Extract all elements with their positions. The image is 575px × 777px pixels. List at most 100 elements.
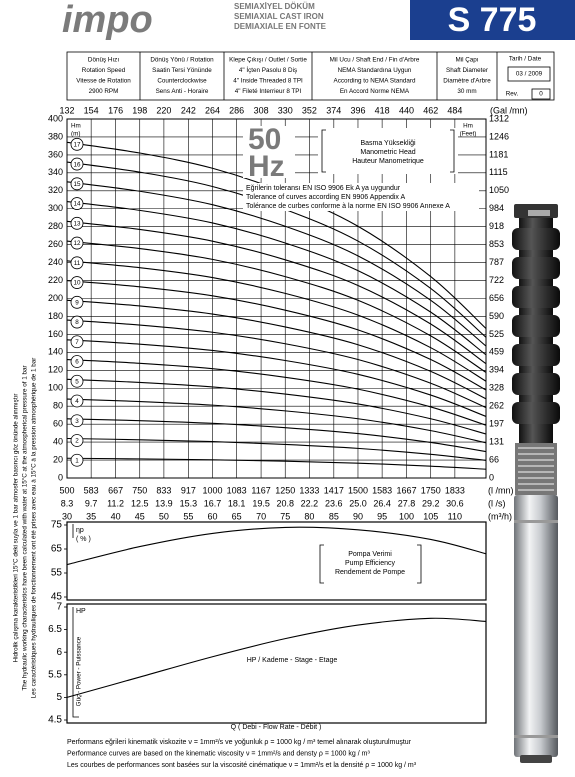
frequency: Hz bbox=[248, 150, 285, 183]
annotations bbox=[72, 126, 479, 718]
curve bbox=[66, 319, 487, 409]
y-tick-label: 320 bbox=[48, 185, 63, 195]
y2-tick-label: 722 bbox=[489, 275, 504, 285]
x-tick-label: 1083 bbox=[227, 485, 247, 495]
legend-label: 9 bbox=[75, 299, 79, 306]
x-tick-label: 396 bbox=[350, 105, 365, 115]
x-tick-label: 100 bbox=[399, 511, 414, 521]
subtitle: SEMIAXİYEL DÖKÜM bbox=[234, 2, 315, 11]
info-cell: Dönüş Hızı bbox=[88, 57, 119, 64]
x-tick-label: 374 bbox=[326, 105, 341, 115]
x-tick-label: 1750 bbox=[421, 485, 441, 495]
subtitle: SEMIAXIAL CAST IRON bbox=[234, 12, 324, 21]
info-cell: Klepe Çıkışı / Outlet / Sortie bbox=[229, 57, 307, 64]
info-cell: 4" Inside Threaded 8 TPI bbox=[233, 78, 303, 85]
bracket bbox=[319, 544, 422, 584]
model: S 775 bbox=[448, 1, 537, 39]
x-label: (l /mn) bbox=[488, 485, 514, 495]
info-cell: Counterclockwise bbox=[157, 78, 207, 85]
x-tick-label: 25.0 bbox=[349, 498, 367, 508]
stage-marker bbox=[70, 256, 84, 270]
y2-tick-label: 328 bbox=[489, 383, 504, 393]
legend-label: 7 bbox=[75, 339, 79, 346]
plot-frame bbox=[66, 603, 487, 724]
y2-tick-label: 131 bbox=[489, 436, 504, 446]
plot-frame bbox=[66, 118, 487, 479]
x-tick-label: 1167 bbox=[251, 485, 270, 495]
curve bbox=[66, 280, 487, 391]
y-label: ( % ) bbox=[76, 536, 91, 543]
head-note: Manometric Head bbox=[360, 149, 415, 156]
tolerance-note: Tolérance de curbes conforme à la norme … bbox=[246, 203, 450, 210]
y-tick-label: 4.5 bbox=[48, 715, 62, 726]
info-cell: Diamètre d'Arbre bbox=[443, 78, 491, 85]
x-tick-label: 198 bbox=[132, 105, 147, 115]
y2-tick-label: 918 bbox=[489, 221, 504, 231]
x-label: (l /s) bbox=[488, 498, 506, 508]
info-cell: Rotation Speed bbox=[82, 67, 126, 74]
y-tick-label: 60 bbox=[53, 419, 63, 429]
curve bbox=[66, 457, 487, 470]
x-tick-label: 55 bbox=[183, 511, 193, 521]
info-cell: Mil Ucu / Shaft End / Fin d'Arbre bbox=[330, 57, 420, 64]
x-tick-label: 308 bbox=[254, 105, 269, 115]
footer-line: Performance curves are based on the kine… bbox=[67, 750, 370, 757]
y-tick-label: 360 bbox=[48, 149, 63, 159]
x-tick-label: 29.2 bbox=[422, 498, 440, 508]
x-tick-label: 65 bbox=[232, 511, 242, 521]
y-tick-label: 300 bbox=[48, 203, 63, 213]
curve bbox=[66, 358, 487, 426]
x-tick-label: 242 bbox=[181, 105, 196, 115]
y2-tick-label: 853 bbox=[489, 239, 504, 249]
plot-frame bbox=[66, 521, 487, 601]
y-tick-label: 20 bbox=[53, 454, 63, 464]
x-tick-label: 30.6 bbox=[446, 498, 464, 508]
y-tick-label: 6.5 bbox=[48, 624, 62, 635]
x-tick-label: 220 bbox=[156, 105, 171, 115]
note: Pompa Verimi bbox=[348, 551, 392, 558]
y-tick-label: 140 bbox=[48, 347, 63, 357]
x-tick-label: 35 bbox=[86, 511, 96, 521]
x-tick-label: 1000 bbox=[202, 485, 222, 495]
y-tick-label: 340 bbox=[48, 167, 63, 177]
x-tick-label: 23.6 bbox=[325, 498, 343, 508]
curve bbox=[66, 260, 487, 382]
x-tick-label: 8.3 bbox=[61, 498, 74, 508]
side-note: The hydraulic working characteristics ha… bbox=[21, 365, 29, 690]
x-tick-label: 667 bbox=[108, 485, 123, 495]
info-cell: 2900 RPM bbox=[89, 88, 119, 95]
curve bbox=[66, 378, 487, 435]
x-tick-label: 352 bbox=[302, 105, 317, 115]
x-tick-label: 11.2 bbox=[107, 498, 124, 508]
x-tick-label: 30 bbox=[62, 511, 72, 521]
info-cell: Sens Anti - Horaire bbox=[156, 88, 209, 95]
y-tick-label: 80 bbox=[53, 401, 63, 411]
y-tick-label: 45 bbox=[51, 592, 63, 603]
footer-line: Performans eğrileri kinematik viskozite … bbox=[67, 739, 412, 746]
bracket bbox=[72, 524, 79, 718]
legend-label: 5 bbox=[75, 378, 79, 385]
side-note: Hidrolik çalışma karakteristikleri 15°C … bbox=[12, 394, 20, 663]
info-table bbox=[66, 51, 555, 101]
x-tick-label: 75 bbox=[280, 511, 290, 521]
frequency: 50 bbox=[248, 123, 281, 156]
x-tick-label: 26.4 bbox=[373, 498, 391, 508]
y-label: Güç - Power - Puissance bbox=[76, 636, 83, 706]
legend-label: 1 bbox=[75, 457, 79, 464]
x-tick-label: 90 bbox=[353, 511, 363, 521]
curve bbox=[66, 240, 487, 373]
x-tick-label: 16.7 bbox=[204, 498, 222, 508]
y2-tick-label: 984 bbox=[489, 203, 504, 213]
legend-label: 4 bbox=[75, 398, 79, 405]
x-tick-label: 1417 bbox=[324, 485, 344, 495]
x-tick-label: 70 bbox=[256, 511, 266, 521]
x-tick-label: 45 bbox=[135, 511, 145, 521]
y-tick-label: 220 bbox=[48, 275, 63, 285]
legend-label: 12 bbox=[73, 240, 81, 247]
y-tick-label: 75 bbox=[51, 520, 63, 531]
curve bbox=[66, 339, 487, 417]
stage-marker bbox=[70, 236, 84, 250]
y2-tick-label: 394 bbox=[489, 365, 504, 375]
x-tick-label: 95 bbox=[377, 511, 387, 521]
